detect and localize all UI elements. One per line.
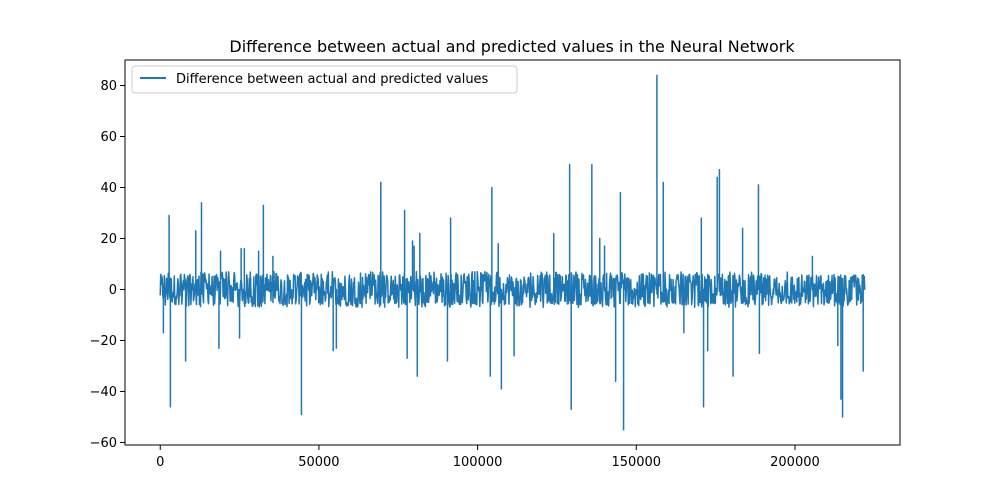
y-tick-label: 0: [109, 283, 117, 298]
y-axis: −60 −40 −20 0 20 40 60 80: [90, 79, 125, 451]
x-tick-label: 50000: [298, 455, 339, 470]
legend-box: [131, 65, 518, 94]
y-tick-label: −60: [90, 436, 117, 451]
x-tick-label: 200000: [770, 455, 820, 470]
legend-entry: Difference between actual and predicted …: [176, 72, 489, 87]
axes-frame: [124, 59, 901, 446]
x-tick-label: 0: [156, 455, 164, 470]
chart-title: Difference between actual and predicted …: [229, 37, 795, 56]
series-line: [159, 74, 866, 431]
x-axis: 0 50000 100000 150000 200000: [156, 445, 820, 470]
plot-area: [159, 74, 866, 431]
y-tick-label: 80: [100, 79, 117, 94]
y-tick-label: −20: [90, 334, 117, 349]
legend: Difference between actual and predicted …: [131, 65, 518, 94]
y-tick-label: −40: [90, 385, 117, 400]
y-tick-label: 20: [100, 232, 117, 247]
x-tick-label: 150000: [611, 455, 661, 470]
y-tick-label: 60: [100, 130, 117, 145]
x-tick-label: 100000: [453, 455, 503, 470]
y-tick-label: 40: [100, 181, 117, 196]
